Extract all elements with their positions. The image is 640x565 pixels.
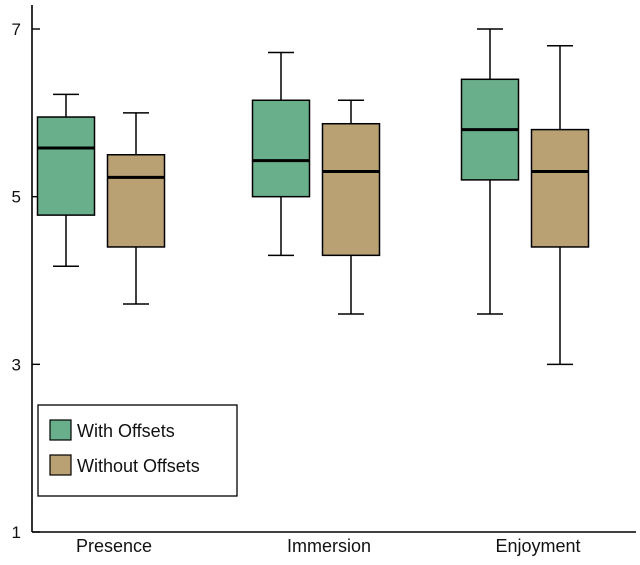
box-without-offsets-presence [106, 112, 166, 305]
axis-layer: 1 3 5 7 Presence Immersion Enjoyment [12, 5, 636, 556]
x-category-label: Enjoyment [495, 536, 580, 556]
y-tick-label: 7 [12, 20, 21, 39]
legend-label: With Offsets [77, 421, 175, 441]
iqr-box [530, 128, 590, 248]
x-category-label: Presence [76, 536, 152, 556]
y-tick-label: 5 [12, 188, 21, 207]
box-without-offsets-enjoyment [530, 45, 590, 366]
y-tick-label: 3 [12, 355, 21, 374]
iqr-box [321, 122, 381, 257]
iqr-box [106, 154, 166, 248]
box-with-offsets-immersion [251, 51, 311, 257]
legend-label: Without Offsets [77, 456, 200, 476]
legend-swatch [49, 419, 72, 441]
legend-swatch [49, 454, 72, 476]
y-tick-label: 1 [12, 523, 21, 542]
legend-frame [37, 404, 238, 497]
box-without-offsets-immersion [321, 99, 381, 315]
x-category-label: Immersion [287, 536, 371, 556]
box-layer [36, 28, 590, 366]
legend: With Offsets Without Offsets [37, 404, 238, 497]
iqr-box [36, 116, 96, 216]
iqr-box [251, 99, 311, 198]
box-with-offsets-presence [36, 93, 96, 267]
box-with-offsets-enjoyment [460, 28, 520, 315]
